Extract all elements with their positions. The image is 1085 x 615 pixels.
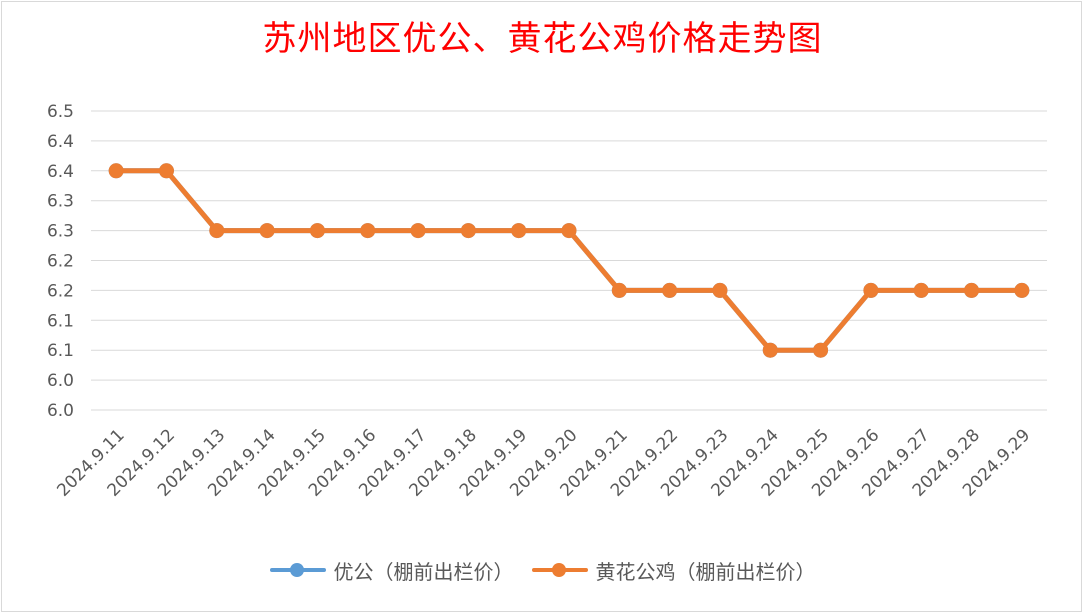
y-tick-label: 6.0 xyxy=(47,401,74,421)
data-point xyxy=(762,342,778,358)
y-tick-label: 6.2 xyxy=(47,281,74,301)
data-point xyxy=(662,282,678,298)
y-tick-label: 6.0 xyxy=(47,371,74,391)
data-point xyxy=(108,163,124,179)
legend-label-series-2: 黄花公鸡（棚前出栏价） xyxy=(595,559,816,584)
data-point xyxy=(611,282,627,298)
y-tick-label: 6.3 xyxy=(47,192,74,212)
data-point xyxy=(460,223,476,239)
data-point xyxy=(259,223,275,239)
data-point xyxy=(1014,282,1030,298)
data-point xyxy=(712,282,728,298)
data-point xyxy=(813,342,829,358)
y-tick-label: 6.1 xyxy=(47,341,74,361)
legend-marker-series-2 xyxy=(531,562,588,578)
data-point xyxy=(209,223,225,239)
y-tick-label: 6.4 xyxy=(47,162,74,182)
chart-title: 苏州地区优公、黄花公鸡价格走势图 xyxy=(262,19,823,59)
y-tick-label: 6.2 xyxy=(47,252,74,272)
legend-marker-series-1 xyxy=(269,562,326,578)
data-point xyxy=(913,282,929,298)
y-tick-label: 6.1 xyxy=(47,311,74,331)
data-point xyxy=(511,223,527,239)
data-point xyxy=(964,282,980,298)
legend: 优公（棚前出栏价） 黄花公鸡（棚前出栏价） xyxy=(0,553,1085,587)
data-point xyxy=(158,163,174,179)
data-point xyxy=(863,282,879,298)
legend-label-series-1: 优公（棚前出栏价） xyxy=(333,559,514,584)
data-point xyxy=(360,223,376,239)
legend-item-series-2: 黄花公鸡（棚前出栏价） xyxy=(531,556,816,585)
y-tick-label: 6.5 xyxy=(47,102,74,122)
legend-item-series-1: 优公（棚前出栏价） xyxy=(269,556,514,585)
data-point xyxy=(561,223,577,239)
y-tick-label: 6.4 xyxy=(47,132,74,152)
y-tick-label: 6.3 xyxy=(47,222,74,242)
data-point xyxy=(309,223,325,239)
data-point xyxy=(410,223,426,239)
